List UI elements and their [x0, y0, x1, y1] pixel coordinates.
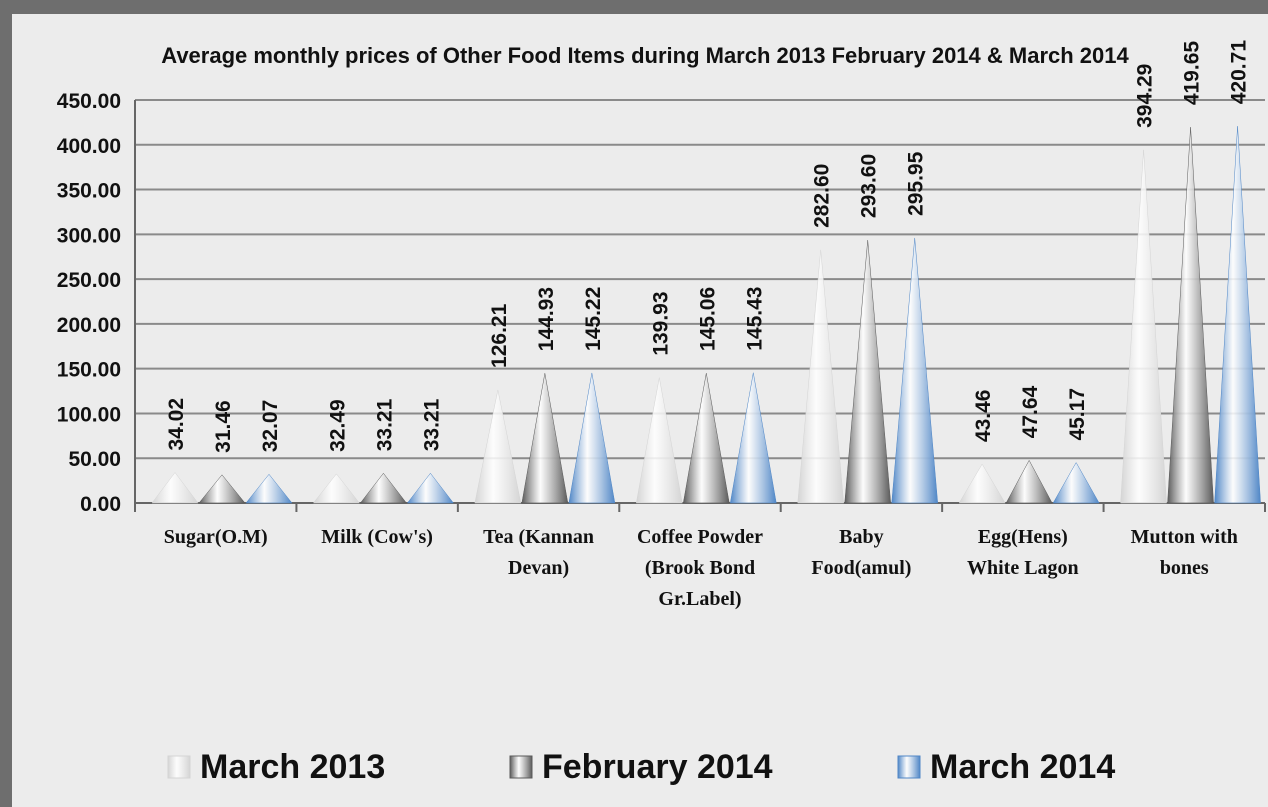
- data-label: 145.43: [743, 287, 766, 351]
- cone: [844, 240, 891, 504]
- data-label: 34.02: [165, 398, 188, 451]
- data-label: 33.21: [420, 398, 443, 451]
- legend-marker: [509, 755, 533, 779]
- cone: [797, 249, 844, 504]
- cone: [568, 372, 616, 504]
- cone: [245, 473, 293, 504]
- legend-label: February 2014: [542, 748, 773, 786]
- y-tick-label: 0.00: [80, 493, 121, 516]
- data-label: 394.29: [1134, 64, 1157, 128]
- cone: [958, 463, 1006, 504]
- data-label: 295.95: [905, 151, 928, 216]
- y-tick-label: 250.00: [57, 269, 121, 292]
- legend-label: March 2014: [930, 748, 1116, 786]
- data-label: 32.07: [259, 400, 282, 453]
- data-label: 31.46: [212, 400, 235, 453]
- y-tick-label: 450.00: [57, 90, 121, 113]
- x-tick-label: Mutton with bones: [1130, 526, 1238, 579]
- x-tick-label: Egg(Hens) White Lagon: [967, 526, 1079, 579]
- legend-marker: [167, 755, 191, 779]
- data-label: 282.60: [811, 164, 834, 228]
- data-label: 139.93: [649, 291, 672, 355]
- cone: [198, 474, 246, 504]
- data-label: 33.21: [373, 398, 396, 451]
- x-tick-label: Sugar(O.M): [163, 526, 268, 548]
- cone: [1167, 127, 1214, 504]
- y-tick-label: 350.00: [57, 180, 121, 203]
- cone: [151, 472, 199, 504]
- cone: [1052, 462, 1100, 504]
- data-label: 145.22: [582, 287, 605, 351]
- x-tick-label: Baby Food(amul): [811, 526, 912, 579]
- cone: [1005, 459, 1053, 504]
- cone: [474, 389, 522, 504]
- data-label: 293.60: [858, 154, 881, 218]
- data-label: 419.65: [1181, 41, 1204, 106]
- y-tick-label: 400.00: [57, 135, 121, 158]
- cone: [521, 373, 569, 504]
- cone: [635, 377, 683, 504]
- legend-marker: [897, 755, 921, 779]
- data-label: 43.46: [972, 390, 995, 443]
- y-tick-label: 300.00: [57, 224, 121, 247]
- x-tick-label: Milk (Cow's): [321, 526, 433, 548]
- chart-title: Average monthly prices of Other Food Ite…: [161, 43, 1129, 68]
- cone: [891, 237, 938, 504]
- cone: [359, 472, 407, 504]
- cone: [1214, 126, 1261, 504]
- cone: [1120, 149, 1167, 504]
- cone: [406, 472, 454, 504]
- data-label: 32.49: [326, 399, 349, 452]
- data-label: 144.93: [535, 287, 558, 351]
- y-tick-label: 100.00: [57, 403, 121, 426]
- x-tick-label: Tea (Kannan Devan): [483, 526, 595, 579]
- y-tick-label: 200.00: [57, 314, 121, 337]
- data-label: 420.71: [1228, 40, 1251, 105]
- data-label: 126.21: [488, 303, 511, 368]
- y-tick-label: 50.00: [68, 448, 121, 471]
- data-label: 145.06: [696, 287, 719, 351]
- x-tick-label: Coffee Powder (Brook Bond Gr.Label): [636, 526, 764, 610]
- cone: [729, 372, 777, 504]
- data-label: 47.64: [1019, 385, 1042, 438]
- cone: [682, 373, 730, 504]
- y-tick-label: 150.00: [57, 359, 121, 382]
- legend-label: March 2013: [200, 748, 386, 786]
- data-label: 45.17: [1066, 388, 1089, 441]
- cone: [312, 473, 360, 504]
